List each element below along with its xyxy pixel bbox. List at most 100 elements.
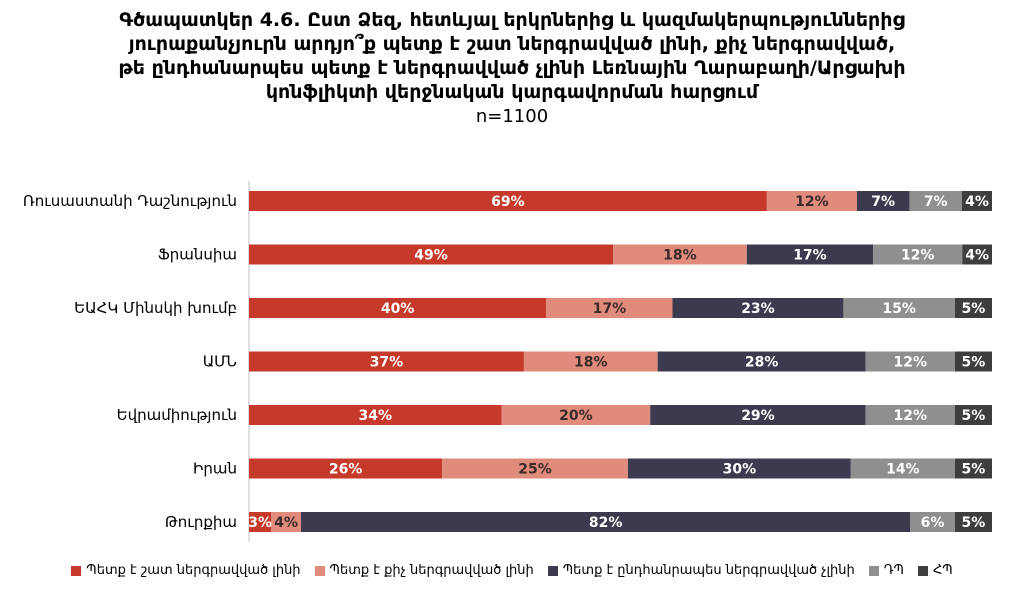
data-label: 82% bbox=[589, 515, 623, 531]
bar-segment bbox=[523, 351, 658, 372]
bar-segment bbox=[954, 351, 992, 372]
bar-segment bbox=[442, 458, 628, 479]
data-label: 14% bbox=[886, 462, 920, 478]
data-label: 49% bbox=[414, 248, 448, 264]
bar-segment bbox=[766, 191, 857, 211]
data-label: 5% bbox=[962, 515, 986, 531]
title-line-4: կոնֆլիկտի վերջնական կարգավորման հարցում bbox=[265, 81, 759, 103]
legend-item: Պետք է քիչ ներգրավված լինի bbox=[314, 563, 534, 578]
legend-swatch bbox=[868, 565, 879, 576]
bar-segment bbox=[249, 351, 524, 372]
category-label: Իրան bbox=[193, 460, 237, 478]
data-label: 12% bbox=[894, 355, 928, 371]
bar-segment bbox=[961, 191, 992, 211]
data-label: 12% bbox=[901, 248, 935, 264]
data-label: 6% bbox=[921, 515, 945, 531]
bar-segment bbox=[856, 191, 910, 211]
data-label: 26% bbox=[329, 462, 363, 478]
chart-subtitle: n=1100 bbox=[475, 106, 549, 127]
data-label: 12% bbox=[795, 194, 829, 210]
category-label: ԵԱՀԿ Մինսկի խումբ bbox=[74, 299, 237, 317]
data-label: 29% bbox=[741, 408, 775, 424]
data-label: 5% bbox=[962, 408, 986, 424]
bar-segment bbox=[954, 458, 992, 479]
data-label: 12% bbox=[894, 408, 928, 424]
data-label: 18% bbox=[574, 355, 608, 371]
bar-segment bbox=[249, 405, 502, 425]
legend-swatch bbox=[314, 565, 325, 576]
category-label: Ռուսաստանի Դաշնություն bbox=[23, 192, 237, 210]
data-label: 4% bbox=[965, 248, 989, 264]
data-label: 40% bbox=[381, 301, 415, 317]
bar-segment bbox=[910, 512, 955, 532]
bar-segment bbox=[627, 458, 851, 479]
bar-segment bbox=[962, 244, 992, 265]
bar-segment bbox=[909, 191, 962, 211]
bar-segment bbox=[954, 512, 992, 532]
legend-label: ՀՊ bbox=[932, 563, 953, 578]
category-label: Ֆրանսիա bbox=[158, 246, 237, 264]
title-line-3: թե ընդհանարպես պետք է ներգրավված չլինի Լ… bbox=[118, 57, 906, 79]
data-label: 20% bbox=[559, 408, 593, 424]
category-label: ԱՄՆ bbox=[203, 353, 237, 371]
legend-label: Պետք է շատ ներգրավված լինի bbox=[86, 563, 301, 578]
legend-label: Պետք է քիչ ներգրավված լինի bbox=[329, 563, 534, 578]
bar-segment bbox=[850, 458, 955, 479]
legend-item: ՀՊ bbox=[917, 563, 953, 578]
data-label: 7% bbox=[924, 194, 948, 210]
bar-segment bbox=[650, 405, 866, 425]
bar-segment bbox=[954, 405, 992, 425]
data-label: 17% bbox=[593, 301, 627, 317]
bar-segment bbox=[249, 298, 547, 318]
legend-item: Պետք է ընդհանրապես ներգրավված չլինի bbox=[547, 563, 855, 578]
data-label: 4% bbox=[965, 194, 989, 210]
data-label: 25% bbox=[518, 462, 552, 478]
title-line-1: Գծապատկեր 4.6. Ըստ Ձեզ, հետևյալ երկրների… bbox=[119, 9, 905, 31]
data-label: 34% bbox=[359, 408, 393, 424]
bar-segment bbox=[746, 244, 874, 265]
legend-label: ԴՊ bbox=[883, 563, 904, 578]
bar-segment bbox=[865, 405, 955, 425]
legend-swatch bbox=[547, 565, 558, 576]
legend-swatch bbox=[917, 565, 928, 576]
data-label: 7% bbox=[871, 194, 895, 210]
bar-segment bbox=[249, 191, 767, 211]
bar-segment bbox=[954, 298, 992, 318]
chart-title: Գծապատկեր 4.6. Ըստ Ձեզ, հետևյալ երկրների… bbox=[0, 0, 1024, 129]
bar-segment bbox=[672, 298, 844, 318]
data-label: 5% bbox=[962, 301, 986, 317]
bar-segment bbox=[501, 405, 651, 425]
legend-swatch bbox=[71, 565, 82, 576]
data-label: 23% bbox=[741, 301, 775, 317]
bar-segment bbox=[249, 512, 272, 532]
bar-segment bbox=[271, 512, 302, 532]
data-label: 4% bbox=[274, 515, 298, 531]
category-label: Թուրքիա bbox=[165, 513, 237, 531]
data-label: 18% bbox=[663, 248, 697, 264]
data-label: 69% bbox=[491, 194, 525, 210]
bar-segment bbox=[873, 244, 963, 265]
bar-segment bbox=[249, 458, 443, 479]
bar-segment bbox=[843, 298, 955, 318]
legend-item: Պետք է շատ ներգրավված լինի bbox=[71, 563, 301, 578]
data-label: 5% bbox=[962, 462, 986, 478]
legend-label: Պետք է ընդհանրապես ներգրավված չլինի bbox=[562, 563, 855, 578]
bar-segment bbox=[301, 512, 911, 532]
bar-segment bbox=[249, 244, 614, 265]
legend-item: ԴՊ bbox=[868, 563, 904, 578]
title-line-2: յուրաքանչյուրն արդյո՞ք պետք է շատ ներգրա… bbox=[128, 33, 896, 55]
bar-segment bbox=[546, 298, 673, 318]
stacked-bar-chart: Ռուսաստանի Դաշնություն 69% 12% 7% 7% 4% Ֆրանսի… bbox=[23, 181, 992, 542]
bar-segment bbox=[865, 351, 955, 372]
category-label: Եվրամիություն bbox=[117, 406, 237, 424]
data-label: 3% bbox=[248, 515, 272, 531]
data-label: 30% bbox=[723, 462, 757, 478]
data-label: 15% bbox=[882, 301, 916, 317]
bar-segment bbox=[613, 244, 747, 265]
data-label: 28% bbox=[745, 355, 779, 371]
data-label: 37% bbox=[370, 355, 404, 371]
data-label: 17% bbox=[793, 248, 827, 264]
chart-legend: Պետք է շատ ներգրավված լինի Պետք է քիչ ներ… bbox=[0, 563, 1024, 578]
bar-segment bbox=[657, 351, 866, 372]
data-label: 5% bbox=[962, 355, 986, 371]
